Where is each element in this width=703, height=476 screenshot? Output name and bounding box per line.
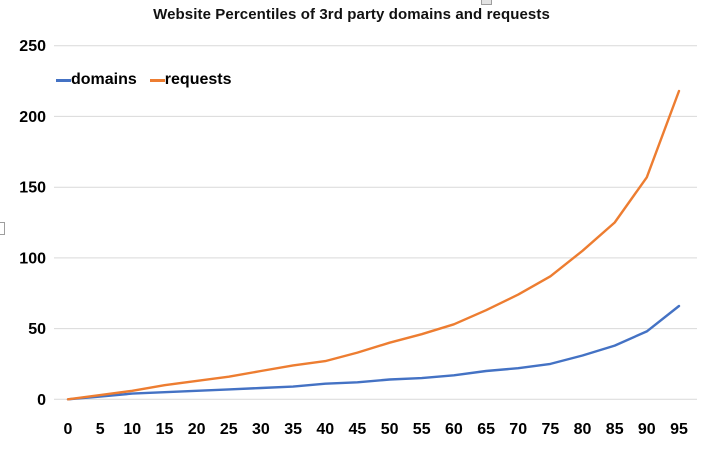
x-axis-label: 80 — [574, 421, 592, 438]
y-axis-label: 100 — [19, 250, 46, 267]
x-axis-label: 85 — [606, 421, 624, 438]
x-axis-label: 90 — [638, 421, 656, 438]
y-axis-label: 200 — [19, 109, 46, 126]
x-axis-label: 60 — [445, 421, 463, 438]
x-axis-label: 25 — [220, 421, 238, 438]
selection-handle-top[interactable] — [481, 0, 492, 5]
requests-line-swatch — [149, 78, 165, 82]
x-axis-label: 95 — [670, 421, 688, 438]
chart-title: Website Percentiles of 3rd party domains… — [153, 6, 550, 23]
x-axis-label: 0 — [64, 421, 73, 438]
legend: domains requests — [56, 71, 232, 89]
y-axis-label: 50 — [28, 321, 46, 338]
x-axis-label: 10 — [123, 421, 141, 438]
x-axis-label: 75 — [542, 421, 560, 438]
x-axis-label: 15 — [156, 421, 174, 438]
requests-line — [66, 89, 681, 401]
x-axis-label: 70 — [509, 421, 527, 438]
x-axis-label: 55 — [413, 421, 431, 438]
x-axis-label: 30 — [252, 421, 270, 438]
legend-label-requests: requests — [164, 71, 232, 88]
y-axis-label: 0 — [37, 392, 46, 409]
x-axis-label: 35 — [284, 421, 302, 438]
x-axis-label: 50 — [381, 421, 399, 438]
x-axis-label: 20 — [188, 421, 206, 438]
legend-item-domains: domains — [56, 71, 137, 89]
domains-line-swatch — [56, 78, 71, 82]
selection-handle-left[interactable] — [0, 222, 5, 235]
x-axis-label: 40 — [316, 421, 334, 438]
x-axis-label: 5 — [96, 421, 105, 438]
y-axis-label: 150 — [19, 180, 46, 197]
y-axis-label: 250 — [19, 38, 46, 55]
domains-line — [66, 304, 681, 401]
x-axis-label: 45 — [349, 421, 367, 438]
x-axis-label: 65 — [477, 421, 495, 438]
legend-label-domains: domains — [71, 71, 137, 88]
legend-item-requests: requests — [149, 71, 232, 89]
